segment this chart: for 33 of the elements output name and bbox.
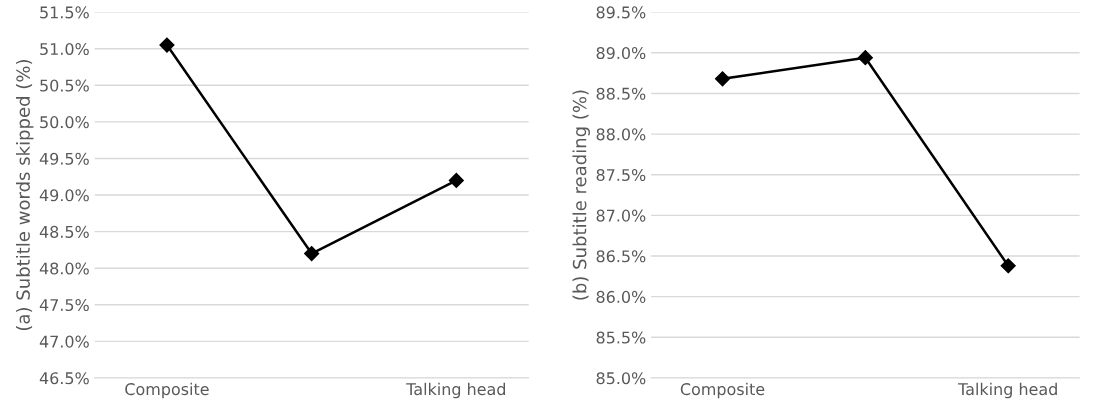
y-tick-label: 50.0% xyxy=(40,116,89,129)
point xyxy=(714,71,731,87)
x-tick-label: Composite xyxy=(680,382,765,399)
y-tick-label: 47.0% xyxy=(39,335,89,348)
y-tick-label: 49.5% xyxy=(39,152,89,165)
y-tick-label: 51.0% xyxy=(40,42,89,56)
x-tick-label: Talking head xyxy=(958,382,1057,399)
y-tick-label: 87.0% xyxy=(596,209,646,222)
x-tick-label: Composite xyxy=(125,382,209,399)
y-tick-label: 51.5% xyxy=(40,6,89,19)
y-tick-label: 87.5% xyxy=(596,168,646,182)
y-tick-label: 85.5% xyxy=(596,331,646,344)
point xyxy=(857,50,873,66)
point xyxy=(304,246,320,262)
y-tick-label: 88.5% xyxy=(596,87,646,100)
point xyxy=(1000,258,1016,274)
y-axis-title: (b) Subtitle reading (%) xyxy=(572,90,590,300)
y-tick-label: 88.0% xyxy=(596,128,646,141)
y-tick-label: 85.0% xyxy=(596,372,646,385)
y-tick-label: 48.5% xyxy=(39,225,89,238)
y-tick-label: 46.5% xyxy=(39,372,89,385)
y-tick-label: 89.0% xyxy=(596,47,646,60)
y-axis-title: (a) Subtitle words skipped (%) xyxy=(15,60,34,331)
x-tick-label: Talking head xyxy=(406,382,505,399)
y-tick-label: 48.0% xyxy=(39,262,89,275)
y-tick-label: 49.0% xyxy=(39,189,89,202)
y-tick-label: 47.5% xyxy=(39,298,89,312)
y-tick-label: 89.5% xyxy=(596,6,646,19)
y-tick-label: 50.5% xyxy=(40,79,89,92)
y-tick-label: 86.0% xyxy=(596,290,646,303)
point xyxy=(159,37,175,53)
y-tick-label: 86.5% xyxy=(596,250,646,263)
point xyxy=(448,172,464,188)
